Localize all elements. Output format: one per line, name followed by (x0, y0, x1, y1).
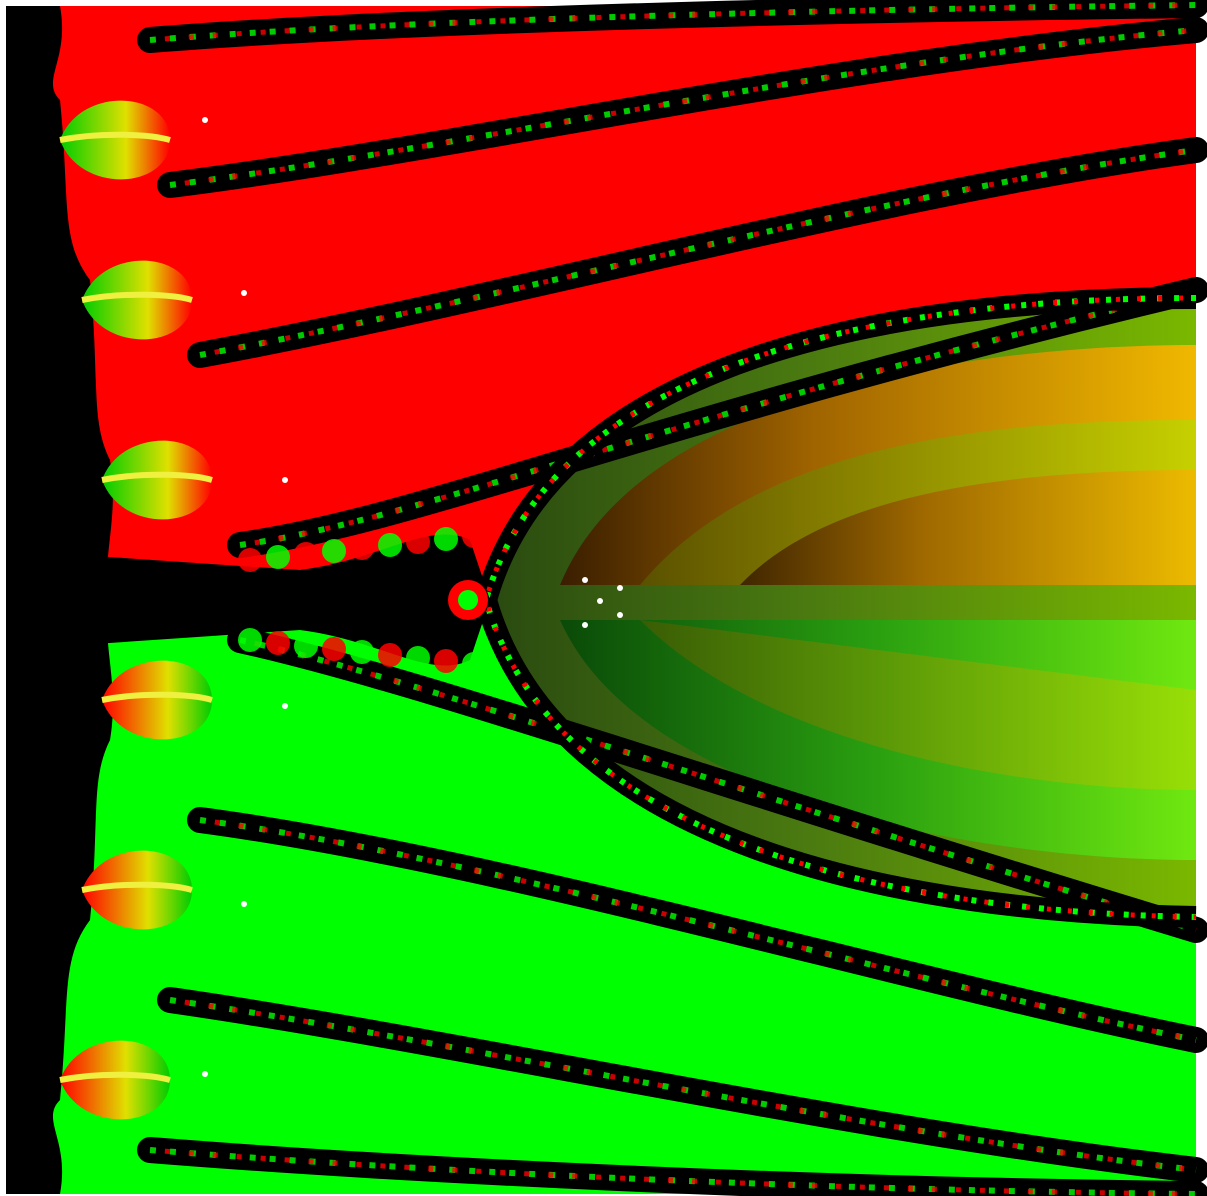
neck-bulb (406, 530, 430, 554)
neck-bulb (266, 631, 290, 655)
root-marker (282, 703, 288, 709)
neck-bulb (350, 640, 374, 664)
neck-bulb (294, 634, 318, 658)
neck-bulb (266, 545, 290, 569)
neck-bulb (238, 628, 262, 652)
edge-lobe (102, 660, 212, 740)
neck-bulb (322, 539, 346, 563)
root-marker (241, 290, 247, 296)
root-marker (202, 117, 208, 123)
edge-lobe (82, 260, 192, 340)
root-marker (617, 612, 623, 618)
neck-bulb (434, 649, 458, 673)
fractal-layer (6, 0, 1207, 1196)
boundary-band (137, 1137, 1207, 1196)
boundary-band (137, 0, 1207, 53)
boundary-speckle (239, 637, 1197, 933)
edge-lobe-highlight (101, 471, 213, 483)
central-neck (6, 534, 490, 666)
boundary-speckle (169, 27, 1197, 188)
root-marker (617, 585, 623, 591)
neck-bulb (294, 542, 318, 566)
edge-lobe-highlight (59, 1071, 171, 1083)
neck-bulb (462, 652, 486, 676)
neck-bulb (434, 527, 458, 551)
edge-lobe (102, 440, 212, 520)
edge-lobe (60, 1040, 170, 1120)
edge-lobe-highlight (81, 291, 193, 303)
neck-bulb (238, 548, 262, 572)
neck-bulb (350, 536, 374, 560)
root-marker (202, 1071, 208, 1077)
root-marker (597, 598, 603, 604)
neck-bulb (406, 646, 430, 670)
neck-bulb (462, 524, 486, 548)
edge-lobe-highlight (59, 131, 171, 143)
inner-lower-stripe (640, 620, 1196, 790)
boundary-speckle (199, 147, 1197, 358)
boundary-speckle (169, 997, 1197, 1173)
edge-lobe (60, 100, 170, 180)
neck-bulb (322, 637, 346, 661)
edge-lobe-highlight (81, 881, 193, 893)
root-marker (241, 901, 247, 907)
edge-lobe-highlight (101, 691, 213, 703)
inner-upper-core (740, 470, 1196, 585)
root-marker (282, 477, 288, 483)
edge-lobe (82, 850, 192, 930)
inner-boundary-speckle (483, 295, 1197, 920)
neck-bulb (378, 533, 402, 557)
neck-bulb (378, 643, 402, 667)
neck-bulb (458, 590, 478, 610)
boundary-speckle (199, 817, 1197, 1043)
root-marker (582, 577, 588, 583)
root-marker (582, 622, 588, 628)
